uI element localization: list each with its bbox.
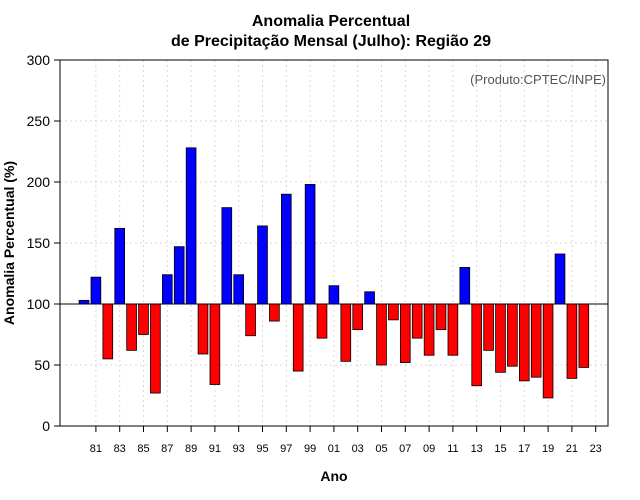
bar — [542, 303, 554, 399]
x-tick-label: 01 — [328, 443, 340, 455]
x-axis-label: Ano — [320, 468, 347, 484]
y-tick-label: 0 — [42, 418, 50, 434]
x-tick-label: 09 — [423, 443, 435, 455]
y-tick-label: 200 — [27, 174, 51, 190]
bar — [90, 276, 102, 305]
bar — [399, 303, 411, 363]
x-tick-label: 03 — [352, 443, 364, 455]
x-axis: 81 83 85 87 89 91 93 95 97 99 01 03 05 07 09 11 13 15 17 19… — [90, 426, 602, 455]
bar — [257, 225, 268, 305]
bar — [495, 303, 506, 373]
x-tick-label: 07 — [399, 443, 411, 455]
bar — [459, 266, 471, 305]
bar — [138, 303, 149, 335]
x-tick-label: 93 — [233, 443, 245, 455]
x-tick-label: 91 — [209, 443, 221, 455]
x-tick-label: 23 — [590, 443, 602, 455]
bar — [447, 303, 459, 356]
x-tick-label: 21 — [566, 443, 578, 455]
bar — [280, 193, 292, 305]
source-annotation: (Produto:CPTEC/INPE) — [470, 72, 606, 87]
bar — [340, 303, 352, 362]
y-tick-label: 250 — [27, 113, 51, 129]
y-tick-label: 100 — [27, 296, 51, 312]
x-tick-label: 81 — [90, 443, 102, 455]
bar — [161, 274, 173, 305]
chart-subtitle: de Precipitação Mensal (Julho): Região 2… — [171, 33, 491, 50]
bar — [435, 303, 447, 331]
bar — [292, 303, 304, 372]
y-tick-label: 50 — [34, 357, 50, 373]
bar — [221, 207, 233, 305]
bar — [388, 303, 399, 321]
bar — [78, 299, 90, 305]
bar — [519, 303, 530, 382]
y-tick-label: 150 — [27, 235, 51, 251]
bar — [197, 303, 209, 355]
y-axis-label: Anomalia Percentual (%) — [1, 161, 17, 325]
bar — [245, 303, 256, 337]
bar — [269, 303, 280, 322]
bar — [352, 303, 363, 331]
bar — [126, 303, 137, 351]
y-tick-label: 300 — [27, 52, 51, 68]
bar — [578, 303, 590, 368]
bar — [173, 246, 185, 305]
bar — [233, 274, 245, 305]
bar — [507, 303, 518, 367]
bar — [304, 184, 316, 305]
bar — [102, 303, 114, 360]
bar — [483, 303, 494, 351]
bar — [376, 303, 387, 366]
chart-title: Anomalia Percentual — [252, 13, 410, 30]
x-tick-label: 19 — [542, 443, 554, 455]
bar — [364, 291, 375, 305]
bar — [209, 303, 221, 385]
bar — [328, 285, 340, 305]
x-tick-label: 99 — [304, 443, 316, 455]
x-tick-label: 85 — [137, 443, 149, 455]
bar — [411, 303, 423, 339]
y-axis: 0 50 100 150 200 250 300 — [27, 52, 60, 434]
x-tick-label: 89 — [185, 443, 197, 455]
bar — [566, 303, 578, 379]
x-tick-label: 97 — [280, 443, 292, 455]
bars — [78, 147, 590, 399]
bar — [554, 253, 566, 305]
x-tick-label: 13 — [471, 443, 483, 455]
bar — [185, 147, 197, 305]
bar — [150, 303, 161, 394]
x-tick-label: 87 — [161, 443, 173, 455]
x-tick-label: 95 — [256, 443, 268, 455]
x-tick-label: 83 — [114, 443, 126, 455]
x-tick-label: 15 — [494, 443, 506, 455]
bar — [423, 303, 435, 356]
bar — [471, 303, 482, 387]
bar — [530, 303, 542, 378]
x-tick-label: 05 — [375, 443, 387, 455]
x-tick-label: 17 — [518, 443, 530, 455]
x-tick-label: 11 — [447, 443, 458, 455]
bar — [114, 227, 126, 305]
bar — [316, 303, 328, 339]
